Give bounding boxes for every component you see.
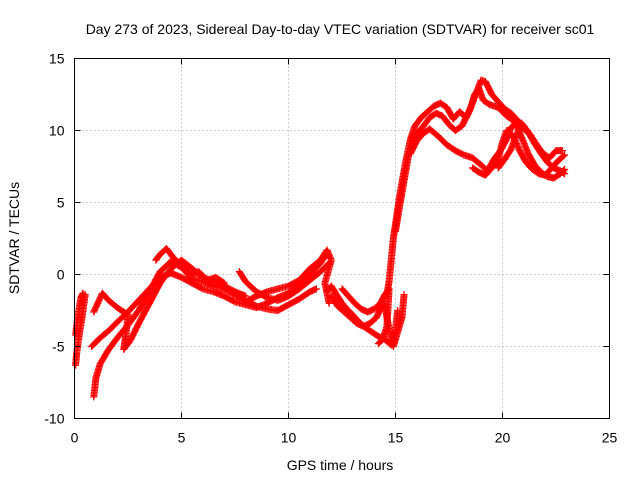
x-tick-label: 25 [602,430,618,446]
chart-title: Day 273 of 2023, Sidereal Day-to-day VTE… [86,21,595,37]
data-point [220,279,228,287]
grid-layer [74,58,610,419]
plot-area-border [74,58,610,419]
series-track-8 [242,246,335,307]
data-point [375,339,383,347]
x-tick-label: 10 [281,430,297,446]
points-layer [72,76,569,401]
series-track-12 [383,85,566,299]
y-tick-label: 5 [57,195,65,211]
x-tick-label: 20 [495,430,511,446]
series-track-6 [152,245,228,287]
data-point [561,151,569,159]
series-track-2 [72,289,87,339]
data-point [374,340,382,348]
x-axis-label: GPS time / hours [287,457,394,473]
x-tick-label: 15 [388,430,404,446]
y-tick-label: 15 [49,51,65,67]
data-point [219,278,227,286]
series-track-16 [494,119,569,178]
data-point [561,170,569,178]
series-track-11 [338,285,393,348]
data-point [559,152,567,160]
data-point [558,147,566,155]
y-axis-label: SDTVAR / TECUs [6,182,22,294]
y-tick-label: -10 [44,411,64,427]
y-tick-label: 10 [49,123,65,139]
data-point [400,291,408,299]
data-point [79,289,87,297]
x-tick-label: 0 [71,430,79,446]
y-tick-label: 0 [57,267,65,283]
tick-labels: 0 5 10 15 20 25 -10 -5 0 5 10 15 [44,51,617,446]
data-point [312,285,320,293]
y-tick-label: -5 [52,339,65,355]
data-point [559,169,567,177]
x-tick-label: 5 [178,430,186,446]
data-point [325,299,333,307]
ticks-layer [74,58,610,419]
